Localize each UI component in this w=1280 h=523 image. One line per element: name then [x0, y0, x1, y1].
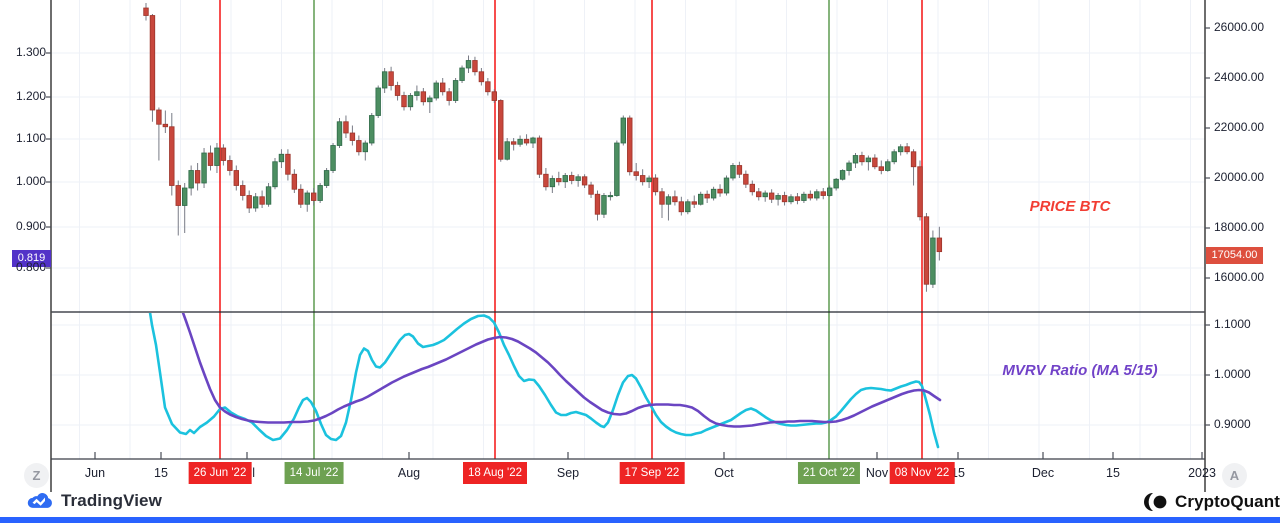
mvrv-lines [148, 313, 942, 449]
candlestick-series [143, 3, 943, 292]
